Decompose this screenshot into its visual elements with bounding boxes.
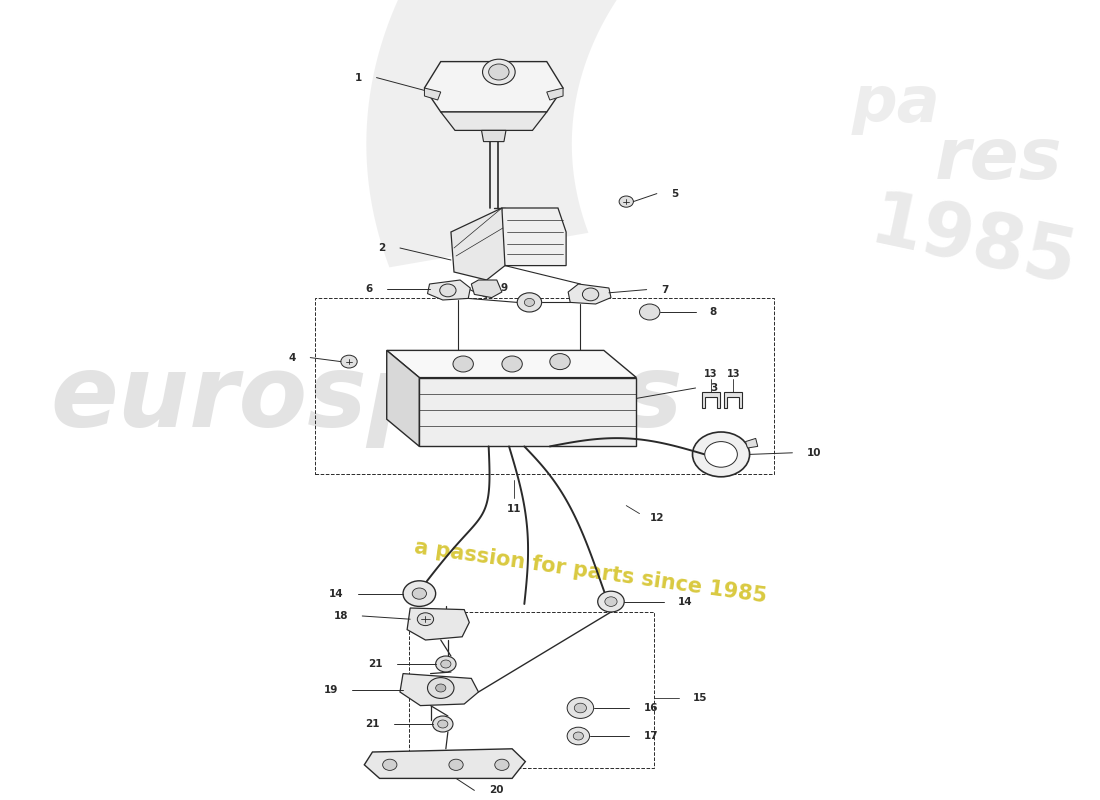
Circle shape — [568, 727, 590, 745]
Circle shape — [341, 355, 358, 368]
Text: 4: 4 — [288, 353, 296, 362]
Circle shape — [440, 284, 456, 297]
Bar — [316, 298, 774, 474]
Circle shape — [403, 581, 436, 606]
Text: 6: 6 — [365, 284, 373, 294]
Text: 20: 20 — [488, 786, 503, 795]
Circle shape — [483, 59, 515, 85]
Circle shape — [639, 304, 660, 320]
Text: res: res — [935, 126, 1063, 194]
Polygon shape — [441, 112, 547, 130]
Circle shape — [441, 660, 451, 668]
Text: 15: 15 — [693, 693, 707, 702]
Text: 8: 8 — [710, 307, 717, 317]
Circle shape — [605, 597, 617, 606]
Text: 2: 2 — [378, 243, 386, 253]
Circle shape — [517, 293, 541, 312]
Text: 13: 13 — [726, 369, 740, 378]
Circle shape — [453, 356, 473, 372]
Polygon shape — [387, 350, 419, 446]
Polygon shape — [387, 350, 637, 378]
Text: 3: 3 — [710, 383, 717, 393]
Text: 16: 16 — [644, 703, 658, 713]
Text: 1985: 1985 — [864, 186, 1082, 302]
Polygon shape — [471, 280, 502, 298]
Circle shape — [693, 432, 749, 477]
Text: pa: pa — [851, 73, 940, 135]
Polygon shape — [547, 88, 563, 100]
Circle shape — [436, 684, 446, 692]
Text: 11: 11 — [507, 504, 521, 514]
Polygon shape — [366, 0, 1067, 267]
Text: 1: 1 — [355, 73, 362, 82]
Text: 10: 10 — [806, 448, 822, 458]
Polygon shape — [419, 378, 637, 446]
Polygon shape — [724, 392, 743, 408]
Polygon shape — [746, 438, 758, 448]
Polygon shape — [702, 392, 721, 408]
Text: 21: 21 — [365, 719, 380, 729]
Circle shape — [449, 759, 463, 770]
Text: 21: 21 — [368, 659, 383, 669]
Circle shape — [436, 656, 456, 672]
Text: 17: 17 — [644, 731, 658, 741]
Circle shape — [550, 354, 570, 370]
Text: 14: 14 — [329, 589, 344, 598]
Circle shape — [428, 678, 454, 698]
Text: 9: 9 — [500, 283, 507, 293]
Circle shape — [597, 591, 624, 612]
Circle shape — [417, 613, 433, 626]
Text: 14: 14 — [679, 597, 693, 606]
Polygon shape — [407, 608, 470, 640]
Circle shape — [705, 442, 737, 467]
Circle shape — [568, 698, 594, 718]
Text: a passion for parts since 1985: a passion for parts since 1985 — [412, 538, 768, 606]
Text: eurospares: eurospares — [50, 351, 683, 449]
Polygon shape — [497, 208, 566, 266]
Circle shape — [502, 356, 522, 372]
Circle shape — [574, 703, 586, 713]
Circle shape — [383, 759, 397, 770]
Polygon shape — [425, 62, 563, 112]
Text: 12: 12 — [650, 514, 664, 523]
Circle shape — [412, 588, 427, 599]
Text: 5: 5 — [671, 189, 679, 198]
Polygon shape — [364, 749, 526, 778]
Polygon shape — [400, 674, 478, 706]
Polygon shape — [569, 284, 611, 304]
Text: 13: 13 — [704, 369, 717, 378]
Text: 7: 7 — [661, 285, 669, 294]
Circle shape — [495, 759, 509, 770]
Circle shape — [432, 716, 453, 732]
Circle shape — [525, 298, 535, 306]
Polygon shape — [482, 130, 506, 142]
Circle shape — [488, 64, 509, 80]
Polygon shape — [451, 208, 505, 280]
Bar — [409, 612, 653, 768]
Polygon shape — [425, 88, 441, 100]
Polygon shape — [428, 280, 471, 300]
Text: 18: 18 — [333, 611, 348, 621]
Circle shape — [619, 196, 634, 207]
Text: 19: 19 — [323, 685, 338, 694]
Circle shape — [582, 288, 598, 301]
Circle shape — [573, 732, 583, 740]
Circle shape — [438, 720, 448, 728]
